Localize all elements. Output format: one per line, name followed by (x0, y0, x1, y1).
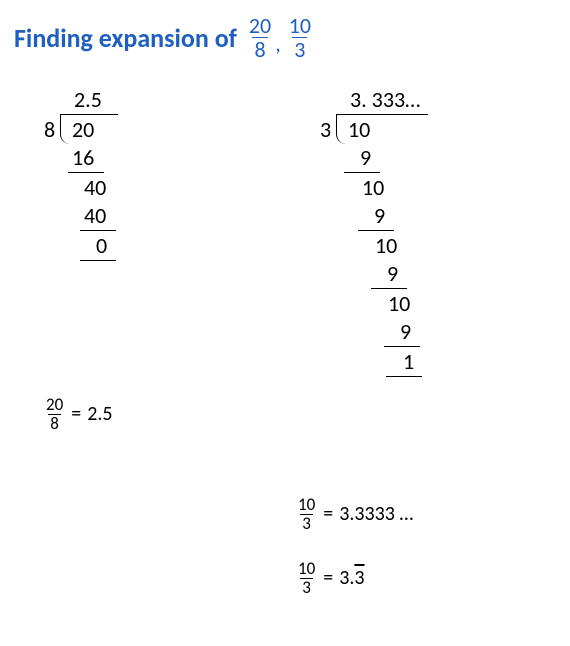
equals-sign: = (323, 502, 333, 526)
title-frac-1: 20 8 (247, 14, 273, 61)
ld-right-step-7: 1 (403, 348, 414, 376)
title-frac-2: 10 3 (287, 14, 313, 61)
result-right2-value: 3.3 (339, 566, 364, 590)
ld-right-rule-3 (384, 346, 420, 347)
result-left-den: 8 (48, 414, 61, 433)
ld-left-step-3: 0 (96, 232, 107, 260)
divisor-left: 8 (44, 116, 55, 144)
title-frac-1-num: 20 (247, 14, 273, 37)
title-frac-1-den: 8 (252, 37, 267, 61)
result-right2-repeat: 3 (354, 566, 364, 590)
result-right2-num: 10 (296, 560, 317, 578)
ld-left-step-2: 40 (84, 202, 106, 230)
result-right1-num: 10 (296, 496, 317, 514)
result-right1-value: 3.3333 … (339, 502, 413, 526)
result-left-num: 20 (44, 396, 65, 414)
ld-right-rule-1 (358, 230, 394, 231)
equals-sign: = (71, 402, 81, 426)
result-right-1: 10 3 = 3.3333 … (296, 496, 413, 533)
title-text: Finding expansion of (14, 22, 237, 54)
result-right2-int: 3. (339, 566, 354, 590)
result-left-value: 2.5 (87, 402, 112, 426)
dividend-right: 10 (348, 116, 370, 144)
ld-left-step-0: 16 (72, 144, 94, 172)
ld-left-rule-0 (68, 172, 104, 173)
ld-right-rule-4 (386, 376, 422, 377)
result-left: 20 8 = 2.5 (44, 396, 113, 433)
ld-right-step-1: 10 (362, 174, 384, 202)
ld-right-step-2: 9 (374, 202, 385, 230)
equals-sign: = (323, 566, 333, 590)
ld-left-step-1: 40 (84, 174, 106, 202)
title-fractions: 20 8 , 10 3 (247, 14, 313, 61)
quotient-left: 2.5 (74, 86, 102, 114)
ld-right-step-5: 10 (388, 290, 410, 318)
ld-right-rule-0 (344, 172, 380, 173)
page-title: Finding expansion of 20 8 , 10 3 (14, 14, 313, 61)
ld-right-step-6: 9 (400, 318, 411, 346)
title-frac-2-num: 10 (287, 14, 313, 37)
result-right2-frac: 10 3 (296, 560, 317, 597)
ld-left-rule-2 (80, 260, 116, 261)
ld-right-step-0: 9 (360, 144, 371, 172)
ld-right-rule-2 (371, 288, 407, 289)
dividend-left: 20 (72, 116, 94, 144)
title-comma: , (275, 30, 281, 57)
divisor-right: 3 (320, 116, 331, 144)
result-right2-den: 3 (300, 578, 313, 597)
ld-right-step-3: 10 (375, 232, 397, 260)
ld-right-step-4: 9 (387, 260, 398, 288)
result-left-frac: 20 8 (44, 396, 65, 433)
result-right-2: 10 3 = 3.3 (296, 560, 365, 597)
title-frac-2-den: 3 (292, 37, 307, 61)
quotient-right: 3. 333… (350, 86, 420, 114)
ld-left-rule-1 (80, 230, 116, 231)
result-right1-den: 3 (300, 514, 313, 533)
result-right1-frac: 10 3 (296, 496, 317, 533)
